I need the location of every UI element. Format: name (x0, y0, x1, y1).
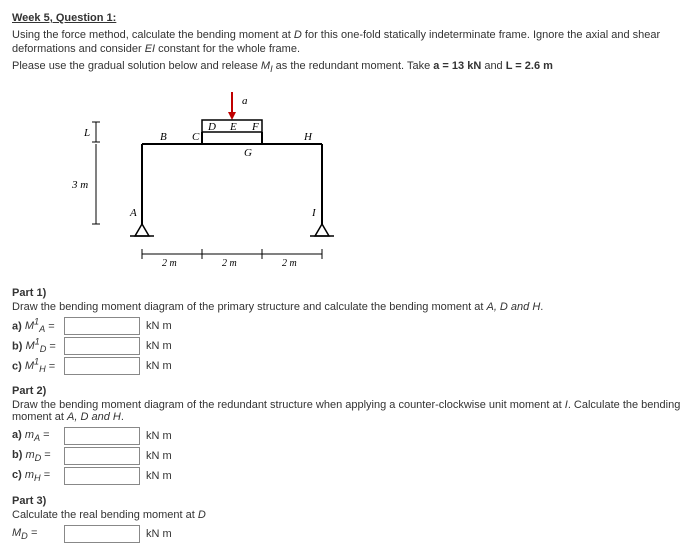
instruction-line-1: Using the force method, calculate the be… (12, 28, 688, 57)
unit: kN m (146, 528, 172, 540)
var-EI: EI (145, 43, 155, 55)
part3-text: Calculate the real bending moment at D (12, 509, 688, 521)
diagram-svg: a D E F B C G H A I L 3 m 2 m 2 m 2 m (72, 84, 392, 274)
label-I: I (311, 207, 317, 219)
answer-label: MD = (12, 527, 60, 541)
text: Please use the gradual solution below an… (12, 60, 261, 72)
text: . (540, 301, 543, 313)
unit: kN m (146, 470, 172, 482)
label-G: G (244, 147, 252, 159)
answer-label: b) mD = (12, 449, 60, 463)
answer-label: c) mH = (12, 469, 60, 483)
text: . (121, 411, 124, 423)
answer-row: c) M1H = kN m (12, 357, 688, 375)
answer-row: a) mA = kN m (12, 427, 688, 445)
answer-label: a) M1A = (12, 317, 60, 335)
answer-input[interactable] (64, 337, 140, 355)
support-I (315, 224, 329, 236)
answer-input[interactable] (64, 317, 140, 335)
eq-L: L = 2.6 m (506, 60, 553, 72)
label-D: D (207, 121, 216, 133)
eq-a: a = 13 kN (433, 60, 481, 72)
text: Draw the bending moment diagram of the p… (12, 301, 486, 313)
part2-text: Draw the bending moment diagram of the r… (12, 399, 688, 423)
label-F: F (251, 121, 259, 133)
text: and (481, 60, 505, 72)
answer-label: a) mA = (12, 429, 60, 443)
instruction-line-2: Please use the gradual solution below an… (12, 59, 688, 76)
label-E: E (229, 121, 237, 133)
label-2m-3: 2 m (282, 258, 297, 269)
part2-answers: a) mA = kN m b) mD = kN m c) mH = kN m (12, 427, 688, 485)
part3-answer-row: MD = kN m (12, 525, 688, 543)
unit: kN m (146, 320, 172, 332)
vars: A, D and H (486, 301, 540, 313)
answer-label: c) M1H = (12, 357, 60, 375)
answer-row: b) mD = kN m (12, 447, 688, 465)
part3-header: Part 3) (12, 495, 688, 507)
part1-header: Part 1) (12, 287, 688, 299)
part1-answers: a) M1A = kN m b) M1D = kN m c) M1H = kN m (12, 317, 688, 375)
answer-input[interactable] (64, 357, 140, 375)
label-2m-2: 2 m (222, 258, 237, 269)
unit: kN m (146, 340, 172, 352)
answer-label: b) M1D = (12, 337, 60, 355)
text: Using the force method, calculate the be… (12, 29, 294, 41)
label-H: H (303, 131, 313, 143)
var-D: D (198, 509, 206, 521)
answer-row: b) M1D = kN m (12, 337, 688, 355)
answer-row: a) M1A = kN m (12, 317, 688, 335)
label-B: B (160, 131, 167, 143)
label-3m: 3 m (72, 179, 88, 191)
unit: kN m (146, 360, 172, 372)
answer-input-MD[interactable] (64, 525, 140, 543)
support-A (135, 224, 149, 236)
text: Draw the bending moment diagram of the r… (12, 399, 565, 411)
label-C: C (192, 131, 200, 143)
frame-diagram: a D E F B C G H A I L 3 m 2 m 2 m 2 m (72, 84, 688, 277)
part1-text: Draw the bending moment diagram of the p… (12, 301, 688, 313)
load-arrowhead (228, 112, 236, 120)
text: constant for the whole frame. (155, 43, 300, 55)
vars: A, D and H (67, 411, 121, 423)
var-D: D (294, 29, 302, 41)
answer-row: c) mH = kN m (12, 467, 688, 485)
text: Calculate the real bending moment at (12, 509, 198, 521)
label-L: L (83, 127, 90, 139)
label-A: A (129, 207, 137, 219)
part2-header: Part 2) (12, 385, 688, 397)
label-a: a (242, 95, 248, 107)
answer-input[interactable] (64, 447, 140, 465)
unit: kN m (146, 450, 172, 462)
question-title: Week 5, Question 1: (12, 12, 688, 24)
text: as the redundant moment. Take (273, 60, 434, 72)
unit: kN m (146, 430, 172, 442)
label-2m-1: 2 m (162, 258, 177, 269)
answer-input[interactable] (64, 427, 140, 445)
var-MI: MI (261, 60, 273, 72)
answer-input[interactable] (64, 467, 140, 485)
